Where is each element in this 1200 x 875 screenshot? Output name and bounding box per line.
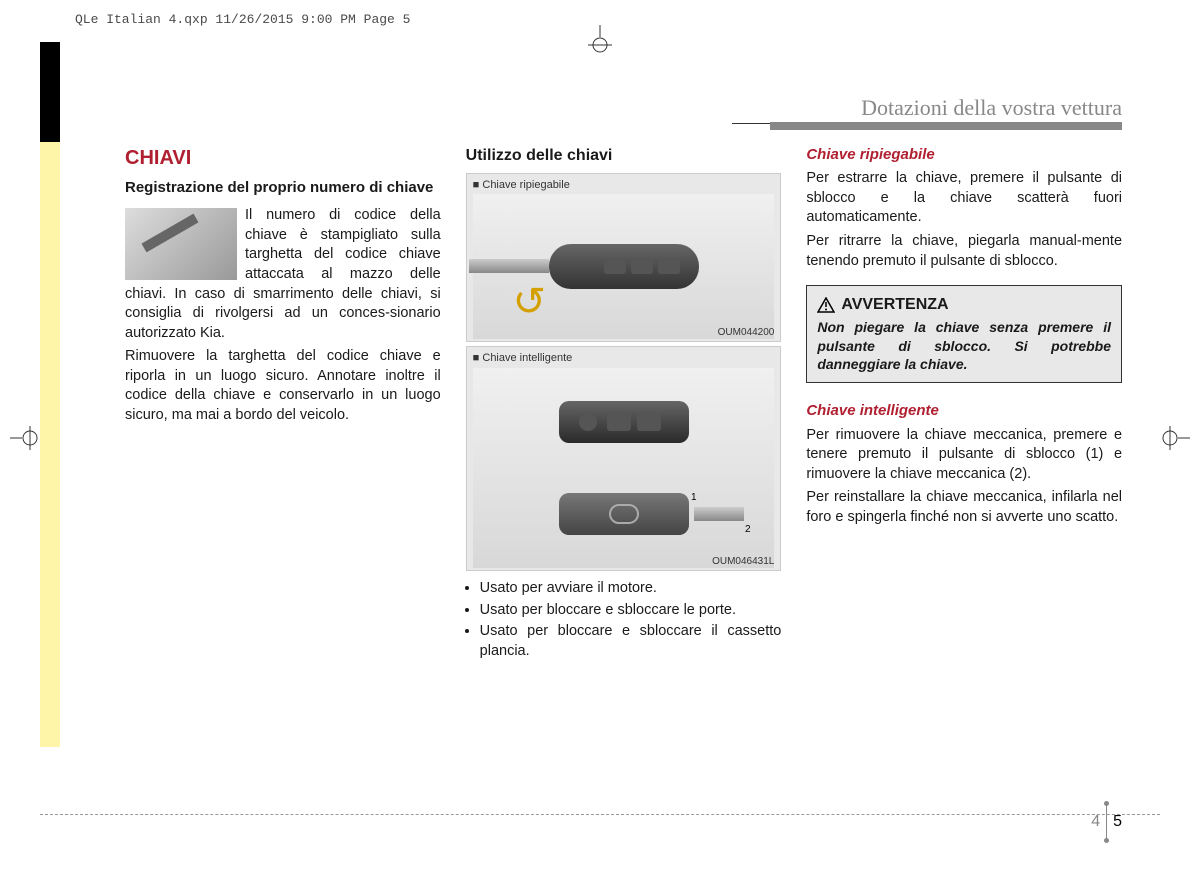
smart-key-bottom-illustration: 1 2 [559, 493, 689, 535]
content-columns: CHIAVI Registrazione del proprio numero … [125, 145, 1122, 664]
figure-image-2: 1 2 [473, 368, 775, 568]
figure-folding-key: ■ Chiave ripiegabile ↺ OUM044200 [466, 173, 782, 343]
page-edge-tab [40, 42, 60, 142]
warning-box: AVVERTENZA Non piegare la chiave senza p… [806, 285, 1122, 383]
page-edge-strip [40, 142, 60, 747]
col2-title: Utilizzo delle chiavi [466, 145, 782, 167]
column-3: Chiave ripiegabile Per estrarre la chiav… [806, 145, 1122, 664]
page-number: 4 5 [1091, 804, 1122, 840]
usage-bullet-list: Usato per avviare il motore. Usato per b… [466, 579, 782, 661]
key-tag-image [125, 208, 237, 280]
column-2: Utilizzo delle chiavi ■ Chiave ripiegabi… [466, 145, 782, 664]
col3-paragraph-4: Per reinstallare la chiave meccanica, in… [806, 488, 1122, 527]
figure-code-1: OUM044200 [718, 326, 775, 340]
col1-subtitle: Registrazione del proprio numero di chia… [125, 178, 441, 198]
figure-code-2: OUM046431L [712, 555, 774, 569]
crop-mark-right [1160, 408, 1190, 468]
col3-subtitle-1: Chiave ripiegabile [806, 145, 1122, 165]
figure-label-1: ■ Chiave ripiegabile [473, 178, 775, 193]
main-title: CHIAVI [125, 145, 441, 172]
page-number-value: 5 [1113, 813, 1122, 831]
col3-paragraph-2: Per ritrarre la chiave, piegarla manual-… [806, 232, 1122, 271]
bullet-item: Usato per avviare il motore. [480, 579, 782, 599]
chapter-number: 4 [1091, 813, 1100, 831]
page-separator-icon [1106, 804, 1107, 840]
bullet-item: Usato per bloccare e sbloccare il casset… [480, 622, 782, 661]
warning-title-text: AVVERTENZA [841, 294, 948, 316]
section-header: Dotazioni della vostra vettura [732, 95, 1122, 124]
column-1: CHIAVI Registrazione del proprio numero … [125, 145, 441, 664]
warning-body: Non piegare la chiave senza premere il p… [817, 318, 1111, 375]
col3-paragraph-1: Per estrarre la chiave, premere il pulsa… [806, 169, 1122, 228]
warning-title: AVVERTENZA [817, 294, 1111, 316]
figure-image-1: ↺ [473, 194, 775, 339]
figure-smart-key: ■ Chiave intelligente 1 2 OUM046431L [466, 346, 782, 571]
file-metadata: QLe Italian 4.qxp 11/26/2015 9:00 PM Pag… [75, 12, 410, 27]
warning-icon [817, 297, 835, 313]
smart-key-top-illustration [559, 401, 689, 443]
bullet-item: Usato per bloccare e sbloccare le porte. [480, 601, 782, 621]
key-fob-illustration [549, 244, 699, 289]
col3-subtitle-2: Chiave intelligente [806, 401, 1122, 421]
figure-label-2: ■ Chiave intelligente [473, 351, 775, 366]
section-header-rule [770, 122, 1122, 130]
crop-mark-left [10, 408, 40, 468]
col3-paragraph-3: Per rimuovere la chiave meccanica, preme… [806, 426, 1122, 485]
col1-paragraph-2: Rimuovere la targhetta del codice chiave… [125, 347, 441, 425]
footer-divider [40, 814, 1160, 815]
crop-mark-top [570, 25, 630, 55]
fold-arrow-icon: ↺ [513, 275, 547, 329]
